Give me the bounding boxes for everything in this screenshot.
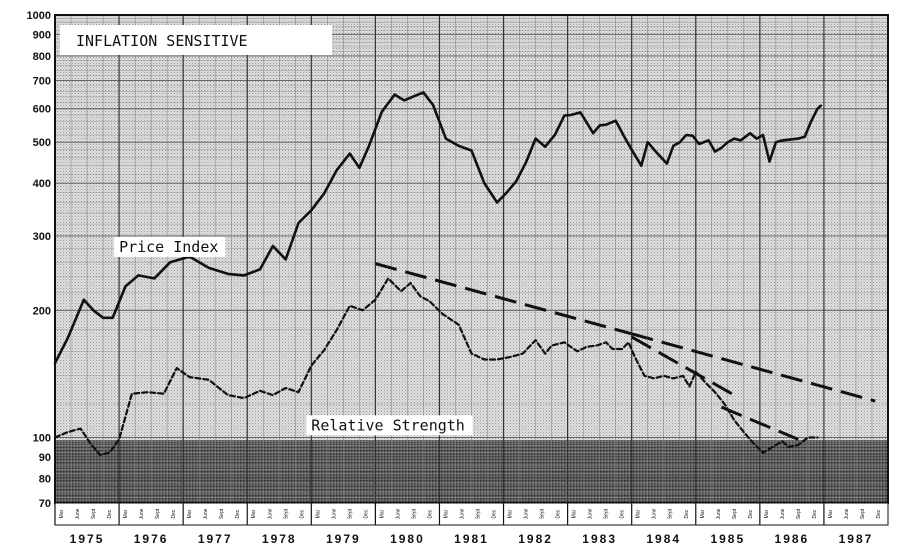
year-label: 1985: [710, 532, 745, 546]
month-label: Mar: [508, 509, 514, 518]
month-label: Sept: [411, 508, 417, 519]
month-label: Mar: [251, 509, 257, 518]
y-axis-ticks: 1000 900 800 700 600 500 400 300 200 100 90 80 70: [27, 10, 51, 510]
month-label: June: [716, 508, 722, 519]
month-label: Mar: [828, 509, 834, 518]
title-text: INFLATION SENSITIVE: [76, 32, 248, 50]
month-strip: Mar June Sept Dec Mar June Sept Dec Mar June Sept D…: [54, 502, 889, 526]
year-label: 1982: [518, 532, 553, 546]
y-tick-label: 90: [39, 452, 51, 464]
month-label: Dec: [812, 509, 818, 518]
year-label: 1986: [775, 532, 810, 546]
month-label: Dec: [492, 509, 498, 518]
month-label: Mar: [123, 509, 129, 518]
month-label: Dec: [363, 509, 369, 518]
month-label: June: [267, 508, 273, 519]
month-label: Mar: [764, 509, 770, 518]
month-label: Sept: [219, 508, 225, 519]
y-tick-label: 900: [33, 29, 51, 41]
month-label: June: [459, 508, 465, 519]
trendlines: [374, 262, 876, 441]
x-axis-year-labels: 1975 1976 1977 1978 1979 1980 1981 1982 1983 1984…: [70, 532, 874, 546]
price-index-line: [53, 91, 823, 365]
y-tick-label: 600: [33, 104, 51, 116]
month-label: Mar: [187, 509, 193, 518]
month-label: June: [395, 508, 401, 519]
year-label: 1987: [839, 532, 874, 546]
month-label: Mar: [636, 509, 642, 518]
y-tick-label: 800: [33, 51, 51, 63]
month-label: Dec: [235, 509, 241, 518]
series-label-bg: [306, 415, 473, 436]
month-label: Sept: [91, 508, 97, 519]
month-label: June: [75, 508, 81, 519]
month-label: Sept: [668, 508, 674, 519]
month-label: June: [203, 508, 209, 519]
month-label: Mar: [700, 509, 706, 518]
y-tick-label: 300: [33, 231, 51, 243]
month-label: June: [588, 508, 594, 519]
month-label: Dec: [107, 509, 113, 518]
year-label: 1977: [198, 532, 233, 546]
month-label: Dec: [171, 509, 177, 518]
month-label: Mar: [59, 509, 65, 518]
y-tick-label: 200: [33, 305, 51, 317]
month-label: Mar: [315, 509, 321, 518]
y-tick-label: 70: [39, 498, 51, 510]
chart-title: INFLATION SENSITIVE: [60, 25, 332, 55]
month-label: Sept: [155, 508, 161, 519]
y-tick-label: 500: [33, 137, 51, 149]
trendline: [374, 262, 633, 336]
month-label: June: [331, 508, 337, 519]
year-label: 1976: [134, 532, 169, 546]
month-label: Sept: [796, 508, 802, 519]
month-label: Dec: [556, 509, 562, 518]
year-label: 1978: [262, 532, 297, 546]
month-label: June: [524, 508, 530, 519]
year-label: 1975: [70, 532, 105, 546]
month-label: Mar: [379, 509, 385, 518]
month-label: June: [844, 508, 850, 519]
year-label: 1979: [326, 532, 361, 546]
month-label: Dec: [684, 509, 690, 518]
relative-strength-line: [53, 277, 819, 456]
y-tick-label: 700: [33, 75, 51, 87]
month-label: Sept: [860, 508, 866, 519]
series-label-bg: [114, 236, 226, 257]
relative-strength-label: Relative Strength: [311, 416, 465, 434]
month-label: June: [139, 508, 145, 519]
month-label: Dec: [620, 509, 626, 518]
series-lines: [53, 91, 823, 456]
month-label: Dec: [299, 509, 305, 518]
month-label: Mar: [572, 509, 578, 518]
title-box: [60, 25, 332, 55]
trendline: [631, 332, 876, 403]
month-label: Dec: [748, 509, 754, 518]
month-label: June: [652, 508, 658, 519]
month-label: Sept: [604, 508, 610, 519]
price-index-label: Price Index: [119, 238, 218, 256]
year-label: 1984: [646, 532, 681, 546]
y-tick-label: 100: [33, 433, 51, 445]
series-labels: Price Index Relative Strength: [114, 236, 473, 436]
month-label: Sept: [476, 508, 482, 519]
month-label: Dec: [876, 509, 882, 518]
month-label: Sept: [540, 508, 546, 519]
month-label: Mar: [443, 509, 449, 518]
month-label: Sept: [347, 508, 353, 519]
year-label: 1980: [390, 532, 425, 546]
year-label: 1981: [454, 532, 489, 546]
month-label: June: [780, 508, 786, 519]
year-label: 1983: [582, 532, 617, 546]
y-tick-label: 400: [33, 178, 51, 190]
trendline: [720, 405, 799, 441]
month-label: Sept: [283, 508, 289, 519]
month-label: Dec: [427, 509, 433, 518]
y-tick-label: 80: [39, 473, 51, 485]
month-label: Sept: [732, 508, 738, 519]
trendline: [630, 335, 735, 397]
y-tick-label: 1000: [27, 10, 51, 22]
